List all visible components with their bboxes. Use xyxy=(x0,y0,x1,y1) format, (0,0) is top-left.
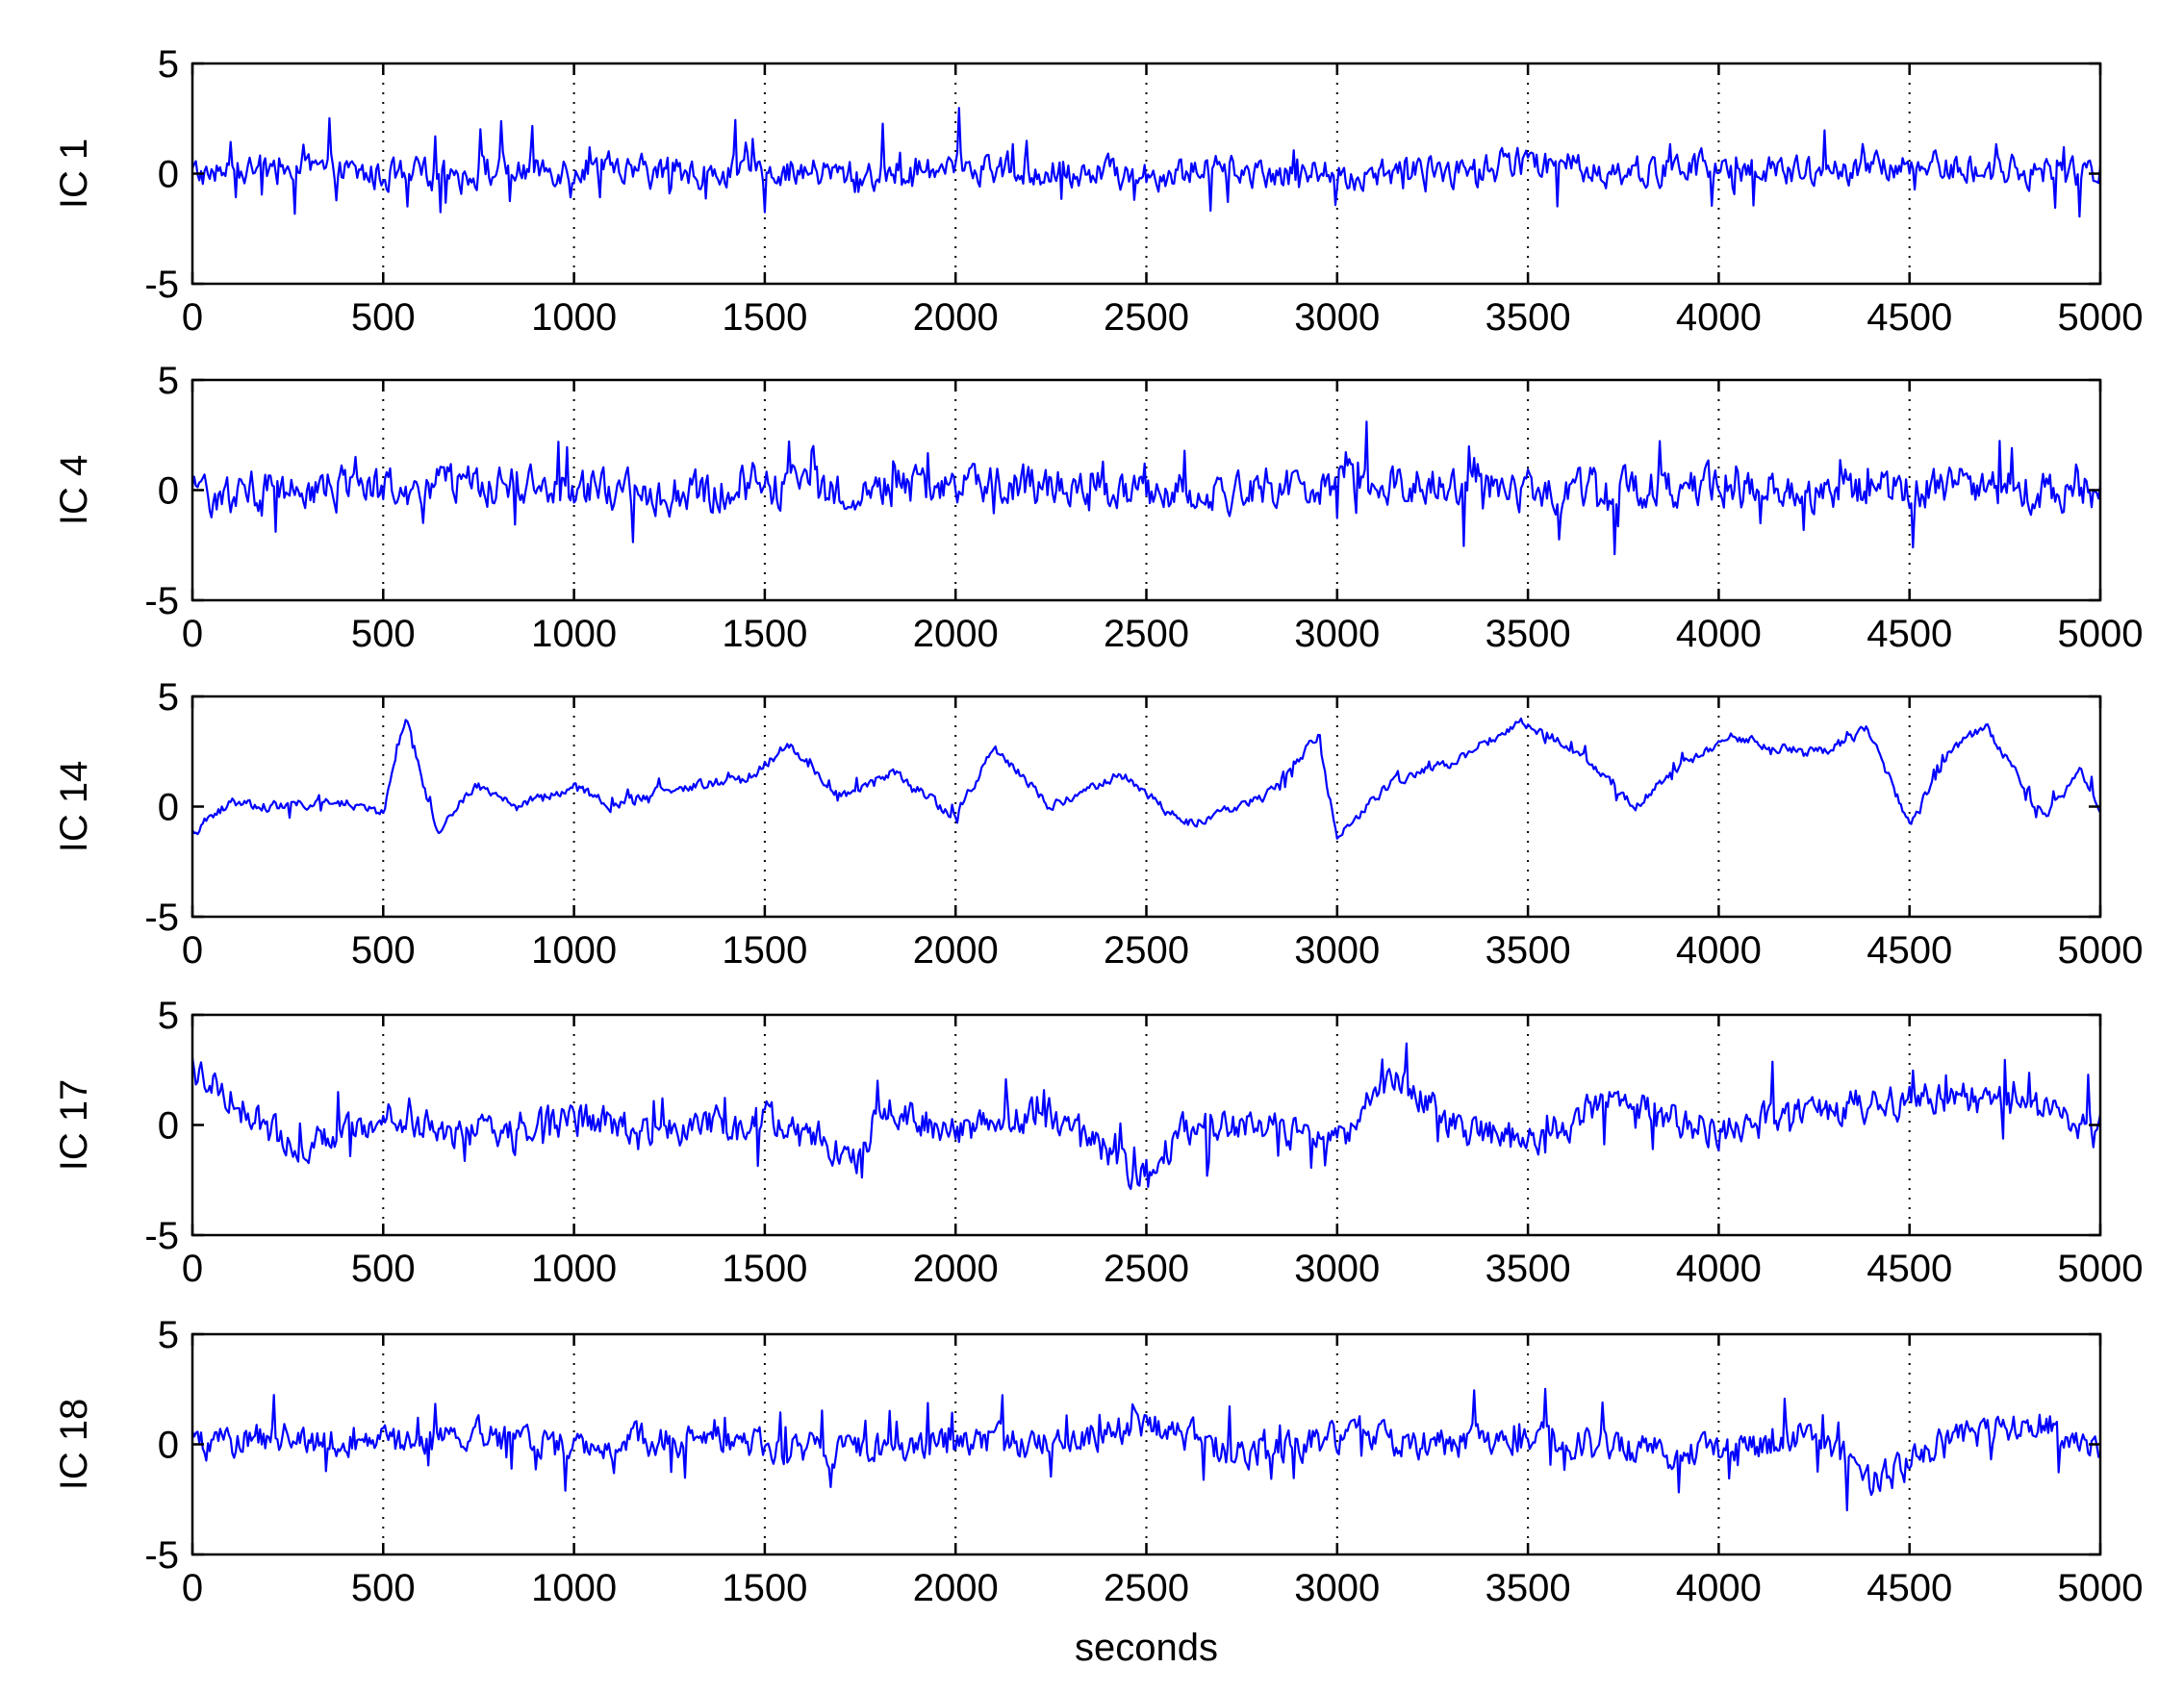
x-tick-label: 4500 xyxy=(1867,296,1952,339)
x-tick-label: 4000 xyxy=(1676,296,1762,339)
y-axis-title: IC 4 xyxy=(53,455,95,525)
x-tick-label: 1500 xyxy=(722,613,807,655)
x-tick-label: 5000 xyxy=(2058,296,2144,339)
series-line xyxy=(190,1042,2102,1191)
x-tick-label: 2000 xyxy=(913,613,999,655)
y-axis-title: IC 1 xyxy=(53,139,95,209)
x-tick-label: 2000 xyxy=(913,929,999,972)
x-tick-label: 2000 xyxy=(913,1567,999,1609)
x-tick-label: 4500 xyxy=(1867,1248,1952,1290)
y-tick-label: -5 xyxy=(144,580,179,622)
x-tick-label: 1500 xyxy=(722,929,807,972)
panel-ic-3: 0 500 1000 1500 2000 2500 3000 3500 4000 4500 5000… xyxy=(53,676,2143,972)
x-tick-label: 500 xyxy=(351,1567,416,1609)
x-tick-label: 3000 xyxy=(1294,1248,1380,1290)
y-tick-label: -5 xyxy=(144,264,179,306)
x-tick-label: 0 xyxy=(182,929,203,972)
x-tick-label: 4000 xyxy=(1676,1567,1762,1609)
x-tick-label: 2500 xyxy=(1104,929,1189,972)
x-tick-label: 2500 xyxy=(1104,1567,1189,1609)
x-axis-title: seconds xyxy=(1075,1627,1218,1669)
y-tick-label: 0 xyxy=(158,787,179,829)
x-tick-label: 1500 xyxy=(722,296,807,339)
x-tick-label: 3000 xyxy=(1294,929,1380,972)
x-tick-label: 0 xyxy=(182,1567,203,1609)
y-tick-label: 5 xyxy=(158,995,179,1037)
series-line xyxy=(190,1387,2101,1512)
y-tick-label: 5 xyxy=(158,676,179,719)
series-line xyxy=(191,107,2102,218)
x-tick-label: 4500 xyxy=(1867,613,1952,655)
y-axis-title: IC 18 xyxy=(53,1399,95,1491)
y-axis-title: IC 14 xyxy=(53,761,95,853)
x-tick-label: 0 xyxy=(182,296,203,339)
x-tick-label: 500 xyxy=(351,613,416,655)
axes-box xyxy=(190,1332,2102,1556)
x-tick-label: 3500 xyxy=(1486,296,1571,339)
x-tick-label: 5000 xyxy=(2058,929,2144,972)
x-tick-label: 1000 xyxy=(531,929,617,972)
y-tick-label: 0 xyxy=(158,1425,179,1467)
y-tick-label: 5 xyxy=(158,360,179,402)
y-tick-label: 5 xyxy=(158,1314,179,1356)
x-tick-label: 500 xyxy=(351,296,416,339)
panel-ic-1: 0 500 1000 1500 2000 2500 3000 3500 4000 4500 5000… xyxy=(53,43,2143,339)
x-tick-label: 1000 xyxy=(531,296,617,339)
x-tick-label: 4500 xyxy=(1867,929,1952,972)
x-tick-label: 500 xyxy=(351,929,416,972)
series-line xyxy=(190,420,2102,556)
y-axis-title: IC 17 xyxy=(53,1079,95,1172)
x-tick-label: 3500 xyxy=(1486,929,1571,972)
x-tick-label: 4000 xyxy=(1676,1248,1762,1290)
panel-ic-5: 0 500 1000 1500 2000 2500 3000 3500 4000 4500 5000… xyxy=(53,1314,2143,1669)
x-tick-label: 5000 xyxy=(2058,1567,2144,1609)
panel-ic-2: 0 500 1000 1500 2000 2500 3000 3500 4000 4500 5000… xyxy=(53,360,2143,655)
x-tick-label: 5000 xyxy=(2058,613,2144,655)
y-tick-label: 0 xyxy=(158,154,179,196)
x-tick-label: 5000 xyxy=(2058,1248,2144,1290)
x-tick-label: 3500 xyxy=(1486,613,1571,655)
x-tick-label: 500 xyxy=(351,1248,416,1290)
x-tick-label: 1500 xyxy=(722,1567,807,1609)
x-tick-label: 2500 xyxy=(1104,613,1189,655)
x-tick-label: 4000 xyxy=(1676,929,1762,972)
x-tick-label: 2000 xyxy=(913,1248,999,1290)
x-tick-label: 3000 xyxy=(1294,296,1380,339)
x-tick-label: 0 xyxy=(182,613,203,655)
y-tick-label: -5 xyxy=(144,1215,179,1257)
x-tick-label: 0 xyxy=(182,1248,203,1290)
series-line xyxy=(191,717,2101,840)
y-tick-label: 0 xyxy=(158,470,179,513)
x-tick-label: 4500 xyxy=(1867,1567,1952,1609)
axes-box xyxy=(190,695,2102,919)
x-tick-label: 3500 xyxy=(1486,1248,1571,1290)
x-tick-label: 2500 xyxy=(1104,296,1189,339)
x-tick-label: 1000 xyxy=(531,1567,617,1609)
x-tick-label: 3500 xyxy=(1486,1567,1571,1609)
x-tick-label: 1500 xyxy=(722,1248,807,1290)
x-tick-label: 1000 xyxy=(531,1248,617,1290)
y-tick-label: -5 xyxy=(144,897,179,939)
x-tick-label: 3000 xyxy=(1294,1567,1380,1609)
x-tick-label: 2500 xyxy=(1104,1248,1189,1290)
x-tick-label: 1000 xyxy=(531,613,617,655)
x-tick-label: 3000 xyxy=(1294,613,1380,655)
y-tick-label: -5 xyxy=(144,1534,179,1577)
panel-ic-4: 0 500 1000 1500 2000 2500 3000 3500 4000 4500 5000… xyxy=(53,995,2143,1290)
y-tick-label: 5 xyxy=(158,43,179,86)
y-tick-label: 0 xyxy=(158,1105,179,1148)
x-tick-label: 2000 xyxy=(913,296,999,339)
x-tick-label: 4000 xyxy=(1676,613,1762,655)
